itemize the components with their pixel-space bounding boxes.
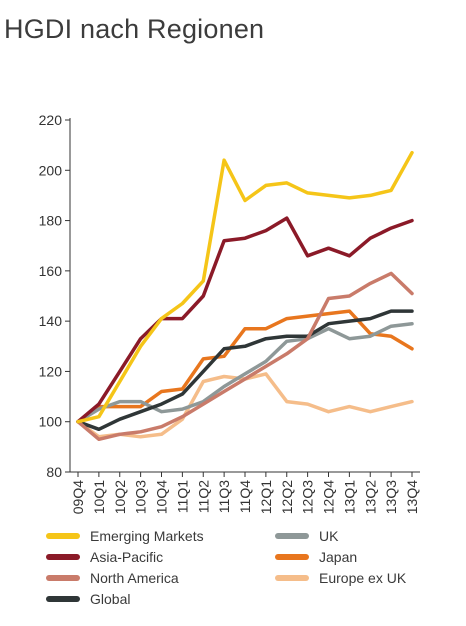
- y-tick-label: 220: [39, 112, 63, 128]
- legend-label: UK: [319, 528, 339, 544]
- x-tick-label: 13Q1: [341, 480, 357, 514]
- x-tick-label: 13Q3: [383, 480, 399, 514]
- x-tick-label: 12Q3: [300, 480, 316, 514]
- series-line-asia-pacific: [76, 216, 414, 424]
- legend-item-europe-ex-uk: Europe ex UK: [275, 570, 406, 586]
- legend-item-global: Global: [46, 591, 130, 607]
- x-tick-label: 12Q4: [321, 480, 337, 514]
- y-tick-label: 120: [39, 363, 63, 379]
- series-line-emerging-markets: [76, 150, 414, 424]
- legend-label: Japan: [319, 549, 358, 565]
- legend-swatch: [46, 596, 80, 602]
- y-tick-label: 100: [39, 414, 63, 430]
- series-line-north-america: [76, 271, 414, 442]
- series-line-uk: [76, 321, 414, 424]
- series-line-global: [76, 309, 414, 432]
- y-tick-label: 200: [39, 162, 63, 178]
- x-tick-label: 13Q4: [404, 480, 420, 514]
- x-tick-label: 10Q4: [154, 480, 170, 514]
- legend-item-north-america: North America: [46, 570, 179, 586]
- x-tick-label: 11Q2: [195, 480, 211, 513]
- x-tick-label: 11Q3: [216, 480, 232, 513]
- legend-label: Asia-Pacific: [90, 549, 164, 565]
- chart-title: HGDI nach Regionen: [4, 14, 265, 44]
- y-tick-label: 180: [39, 213, 63, 229]
- legend-label: Global: [90, 591, 131, 607]
- x-tick-label: 10Q1: [91, 480, 107, 514]
- x-tick-label: 10Q2: [112, 480, 128, 514]
- chart-series-lines: [76, 150, 414, 442]
- legend-label: Europe ex UK: [319, 570, 407, 586]
- legend-item-uk: UK: [275, 528, 338, 544]
- x-tick-label: 10Q3: [133, 480, 149, 514]
- legend-swatch: [275, 533, 309, 539]
- legend-swatch: [46, 554, 80, 560]
- x-tick-label: 11Q1: [174, 480, 190, 513]
- legend-swatch: [46, 533, 80, 539]
- legend-item-emerging-markets: Emerging Markets: [46, 528, 204, 544]
- legend-swatch: [46, 575, 80, 581]
- legend-label: North America: [90, 570, 179, 586]
- chart-axes: 80 100 120 140 160 180 200 220 09Q4 10Q1 10Q2 10Q3 1…: [39, 112, 420, 514]
- x-tick-label: 12Q1: [258, 480, 274, 514]
- legend-item-japan: Japan: [275, 549, 357, 565]
- legend-swatch: [275, 554, 309, 560]
- legend-swatch: [275, 575, 309, 581]
- y-tick-label: 80: [46, 464, 62, 480]
- x-tick-label: 11Q4: [237, 480, 253, 513]
- y-tick-label: 160: [39, 263, 63, 279]
- x-tick-label: 09Q4: [70, 480, 86, 514]
- x-tick-label: 12Q2: [279, 480, 295, 514]
- legend-item-asia-pacific: Asia-Pacific: [46, 549, 163, 565]
- legend-label: Emerging Markets: [90, 528, 204, 544]
- x-tick-label: 13Q2: [362, 480, 378, 514]
- y-tick-label: 140: [39, 313, 63, 329]
